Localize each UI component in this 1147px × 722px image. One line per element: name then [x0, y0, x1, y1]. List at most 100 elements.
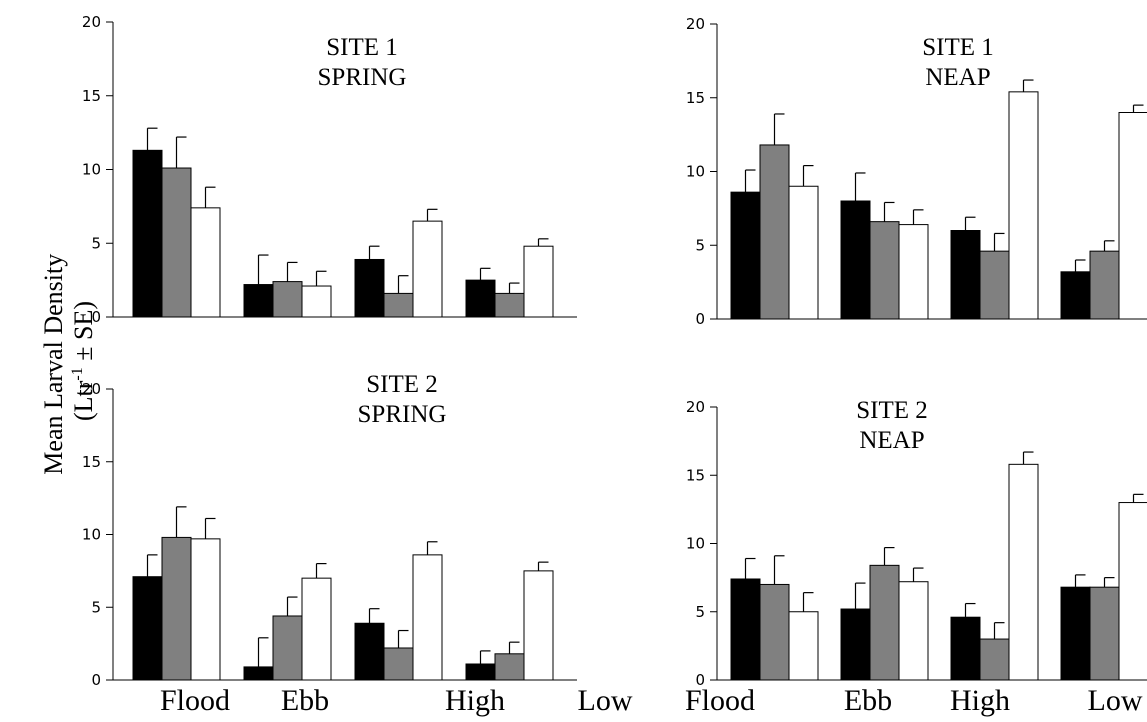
bar-ebb-series-1 [840, 200, 871, 320]
panel-3: SITE 2 SPRING 0 5 10 15 20 Flood Ebb High Low [82, 371, 633, 717]
bar-high-series-3 [412, 554, 443, 681]
bar-flood-series-1 [132, 149, 163, 318]
bar-high-series-3 [1008, 91, 1039, 320]
bar-flood-series-3 [190, 538, 221, 681]
y-tick-label: 10 [82, 526, 101, 544]
bar-high-series-3 [412, 220, 443, 318]
y-tick-label: 0 [695, 310, 705, 328]
bar-ebb-series-2 [869, 221, 900, 320]
bar-high-series-2 [979, 250, 1010, 320]
y-tick-label: 0 [695, 671, 705, 689]
bar-low-series-1 [1060, 586, 1091, 681]
panel-2-title: SITE 1 NEAP [922, 34, 994, 91]
bar-flood-series-2 [161, 167, 192, 318]
y-tick-label: 5 [695, 603, 705, 621]
panel-title-line: SITE 1 [922, 34, 994, 61]
bar-high-series-1 [354, 622, 385, 681]
bar-low-series-2 [494, 292, 525, 318]
y-tick-label: 15 [82, 453, 101, 471]
y-tick-label: 10 [82, 161, 101, 179]
bar-ebb-series-3 [898, 581, 929, 681]
bar-high-series-2 [979, 638, 1010, 681]
y-tick-label: 15 [686, 89, 705, 107]
y-axis-label-superscript: -1 [69, 367, 86, 380]
y-tick-label: 5 [91, 234, 101, 252]
bar-ebb-series-1 [840, 608, 871, 681]
bar-low-series-2 [1089, 586, 1120, 681]
panel-title-line: SPRING [358, 401, 447, 428]
y-axis-label-line1: Mean Larval Density [39, 254, 68, 475]
panel-title-line: SITE 2 [856, 397, 928, 424]
bar-low-series-1 [465, 279, 496, 318]
bar-high-series-1 [354, 258, 385, 318]
bar-flood-series-2 [759, 144, 790, 320]
bar-ebb-series-3 [301, 577, 332, 681]
panel-1-title: SITE 1 SPRING [318, 34, 407, 91]
bar-flood-series-3 [190, 207, 221, 318]
panel-title-line: NEAP [925, 64, 990, 91]
y-tick-label: 0 [91, 308, 101, 326]
bar-flood-series-1 [730, 578, 761, 681]
bar-ebb-series-1 [243, 284, 274, 318]
panel-4-title: SITE 2 NEAP [856, 397, 928, 454]
y-axis-label-unit-prefix: (L [69, 396, 98, 421]
bar-ebb-series-1 [243, 666, 274, 681]
y-tick-label: 10 [686, 163, 705, 181]
x-category-label-low: Low [1088, 684, 1143, 717]
y-tick-label: 20 [686, 15, 705, 33]
x-category-label-flood: Flood [685, 684, 755, 717]
bar-high-series-1 [950, 616, 981, 681]
panel-1: SITE 1 SPRING 0 5 10 15 20 [82, 13, 577, 326]
x-category-label-flood: Flood [160, 684, 230, 717]
bar-low-series-3 [1118, 112, 1147, 320]
y-axis-label-suffix: ± SE) [69, 301, 98, 367]
panel-3-title: SITE 2 SPRING [358, 371, 447, 428]
bar-flood-series-3 [788, 185, 819, 320]
panel-4: SITE 2 NEAP 0 5 10 15 20 Flood Ebb High Low [685, 397, 1147, 717]
x-category-label-ebb: Ebb [281, 684, 329, 717]
x-category-label-high: High [445, 684, 505, 717]
bar-low-series-3 [1118, 502, 1147, 681]
bar-flood-series-2 [759, 583, 790, 681]
bar-low-series-2 [1089, 250, 1120, 320]
x-category-label-high: High [950, 684, 1010, 717]
y-tick-label: 20 [82, 13, 101, 31]
y-tick-label: 0 [91, 671, 101, 689]
x-category-label-ebb: Ebb [844, 684, 892, 717]
y-axis-label: Mean Larval Density (Ltr-1 ± SE) [39, 247, 98, 474]
bar-low-series-2 [494, 653, 525, 681]
bar-low-series-3 [523, 245, 554, 318]
panel-2: SITE 1 NEAP 0 5 10 15 20 [686, 15, 1147, 328]
y-tick-label: 15 [82, 87, 101, 105]
bar-ebb-series-3 [301, 285, 332, 318]
bar-flood-series-2 [161, 536, 192, 681]
y-tick-label: 5 [91, 598, 101, 616]
panel-title-line: NEAP [859, 427, 924, 454]
y-tick-label: 15 [686, 466, 705, 484]
bar-flood-series-1 [132, 576, 163, 681]
bar-flood-series-1 [730, 191, 761, 320]
y-tick-label: 20 [686, 398, 705, 416]
bar-high-series-2 [383, 292, 414, 318]
panel-title-line: SPRING [318, 64, 407, 91]
bar-ebb-series-2 [869, 564, 900, 681]
panel-title-line: SITE 1 [326, 34, 398, 61]
y-axis-label-unit: tr [69, 380, 98, 396]
bar-low-series-1 [465, 663, 496, 681]
y-tick-label: 5 [695, 236, 705, 254]
bar-low-series-3 [523, 570, 554, 681]
y-axis-label-line2: (Ltr-1 ± SE) [69, 301, 98, 421]
bar-ebb-series-3 [898, 224, 929, 320]
y-tick-label: 10 [686, 535, 705, 553]
bar-high-series-3 [1008, 463, 1039, 681]
bar-ebb-series-2 [272, 615, 303, 681]
bar-low-series-1 [1060, 271, 1091, 320]
x-category-label-low: Low [578, 684, 633, 717]
bar-high-series-2 [383, 647, 414, 681]
bar-high-series-1 [950, 230, 981, 320]
panel-title-line: SITE 2 [366, 371, 438, 398]
bar-flood-series-3 [788, 611, 819, 681]
y-tick-label: 20 [82, 380, 101, 398]
bar-ebb-series-2 [272, 281, 303, 318]
